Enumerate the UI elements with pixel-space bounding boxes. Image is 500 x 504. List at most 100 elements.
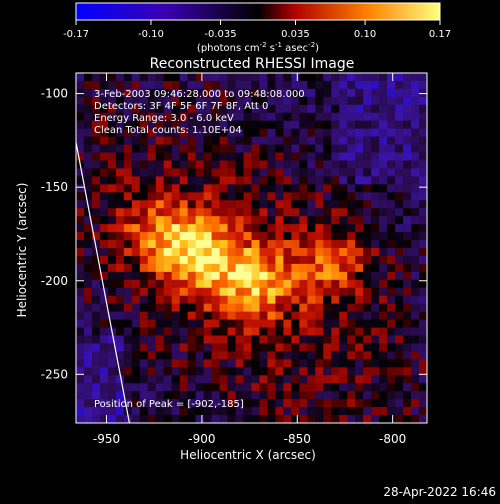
heatmap-pixel xyxy=(259,208,269,217)
heatmap-pixel xyxy=(315,160,324,170)
heatmap-pixel xyxy=(275,120,285,130)
heatmap-pixel xyxy=(211,295,221,305)
heatmap-pixel xyxy=(179,160,189,170)
heatmap-pixel xyxy=(179,240,189,249)
heatmap-pixel xyxy=(419,168,427,177)
heatmap-pixel xyxy=(147,255,157,265)
heatmap-pixel xyxy=(195,80,205,90)
heatmap-pixel xyxy=(155,279,165,289)
heatmap-pixel xyxy=(163,128,173,138)
heatmap-pixel xyxy=(307,184,316,193)
heatmap-pixel xyxy=(187,208,197,217)
heatmap-pixel xyxy=(371,160,380,170)
heatmap-pixel xyxy=(139,415,149,423)
heatmap-pixel xyxy=(379,80,388,90)
heatmap-pixel xyxy=(219,96,229,106)
heatmap-pixel xyxy=(147,303,157,313)
heatmap-pixel xyxy=(251,303,261,313)
heatmap-pixel xyxy=(235,73,245,82)
heatmap-pixel xyxy=(323,399,332,408)
heatmap-pixel xyxy=(131,96,141,106)
heatmap-pixel xyxy=(267,160,277,170)
heatmap-pixel xyxy=(123,399,133,408)
heatmap-pixel xyxy=(179,303,189,313)
heatmap-pixel xyxy=(379,271,388,281)
heatmap-pixel xyxy=(139,303,149,313)
heatmap-pixel xyxy=(219,160,229,170)
heatmap-pixel xyxy=(155,359,165,368)
heatmap-pixel xyxy=(323,391,332,400)
x-axis-label: Heliocentric X (arcsec) xyxy=(180,448,316,462)
heatmap-pixel xyxy=(283,73,292,82)
heatmap-pixel xyxy=(307,80,316,90)
heatmap-pixel xyxy=(187,287,197,297)
heatmap-pixel xyxy=(219,407,229,416)
heatmap-pixel xyxy=(363,208,372,217)
heatmap-pixel xyxy=(355,287,364,297)
heatmap-pixel xyxy=(419,335,427,345)
heatmap-pixel xyxy=(387,311,396,321)
heatmap-pixel xyxy=(307,343,316,352)
heatmap-pixel xyxy=(195,144,205,154)
heatmap-pixel xyxy=(251,104,261,114)
heatmap-pixel xyxy=(283,248,292,257)
heatmap-pixel xyxy=(187,399,197,408)
heatmap-pixel xyxy=(123,295,133,305)
heatmap-pixel xyxy=(267,184,277,193)
heatmap-pixel xyxy=(155,200,165,209)
heatmap-pixel xyxy=(291,343,300,352)
heatmap-pixel xyxy=(187,144,197,154)
heatmap-pixel xyxy=(76,232,85,241)
heatmap-pixel xyxy=(379,279,388,289)
heatmap-pixel xyxy=(387,216,396,225)
heatmap-pixel xyxy=(379,399,388,408)
heatmap-pixel xyxy=(235,184,245,193)
heatmap-pixel xyxy=(187,88,197,98)
heatmap-pixel xyxy=(107,216,117,225)
heatmap-pixel xyxy=(387,232,396,241)
heatmap-pixel xyxy=(267,224,277,233)
heatmap-pixel xyxy=(355,144,364,154)
heatmap-pixel xyxy=(331,240,340,249)
heatmap-pixel xyxy=(283,343,292,352)
heatmap-pixel xyxy=(187,224,197,233)
heatmap-pixel xyxy=(283,303,292,313)
heatmap-pixel xyxy=(211,383,221,392)
heatmap-pixel xyxy=(347,104,356,114)
heatmap-pixel xyxy=(227,208,237,217)
heatmap-pixel xyxy=(411,303,420,313)
heatmap-pixel xyxy=(371,263,380,273)
heatmap-pixel xyxy=(387,200,396,209)
heatmap-pixel xyxy=(76,96,85,106)
heatmap-pixel xyxy=(283,144,292,154)
heatmap-pixel xyxy=(403,104,412,114)
heatmap-pixel xyxy=(419,144,427,154)
heatmap-pixel xyxy=(99,303,109,313)
heatmap-pixel xyxy=(83,303,93,313)
heatmap-pixel xyxy=(211,343,221,352)
heatmap-pixel xyxy=(291,200,300,209)
heatmap-pixel xyxy=(379,248,388,257)
heatmap-pixel xyxy=(379,96,388,106)
heatmap-pixel xyxy=(331,88,340,98)
heatmap-pixel xyxy=(179,120,189,130)
heatmap-pixel xyxy=(291,383,300,392)
heatmap-pixel xyxy=(275,367,285,376)
heatmap-pixel xyxy=(179,263,189,273)
heatmap-pixel xyxy=(211,279,221,289)
heatmap-pixel xyxy=(387,407,396,416)
heatmap-pixel xyxy=(115,335,125,345)
heatmap-pixel xyxy=(203,351,213,360)
heatmap-pixel xyxy=(411,240,420,249)
heatmap-pixel xyxy=(155,351,165,360)
x-tick-label: -850 xyxy=(284,432,311,446)
heatmap-pixel xyxy=(379,104,388,114)
heatmap-pixel xyxy=(235,415,245,423)
heatmap-pixel xyxy=(227,359,237,368)
heatmap-pixel xyxy=(107,351,117,360)
heatmap-pixel xyxy=(395,136,404,146)
heatmap-pixel xyxy=(387,160,396,170)
heatmap-pixel xyxy=(211,240,221,249)
heatmap-pixel xyxy=(131,184,141,193)
heatmap-pixel xyxy=(355,271,364,281)
